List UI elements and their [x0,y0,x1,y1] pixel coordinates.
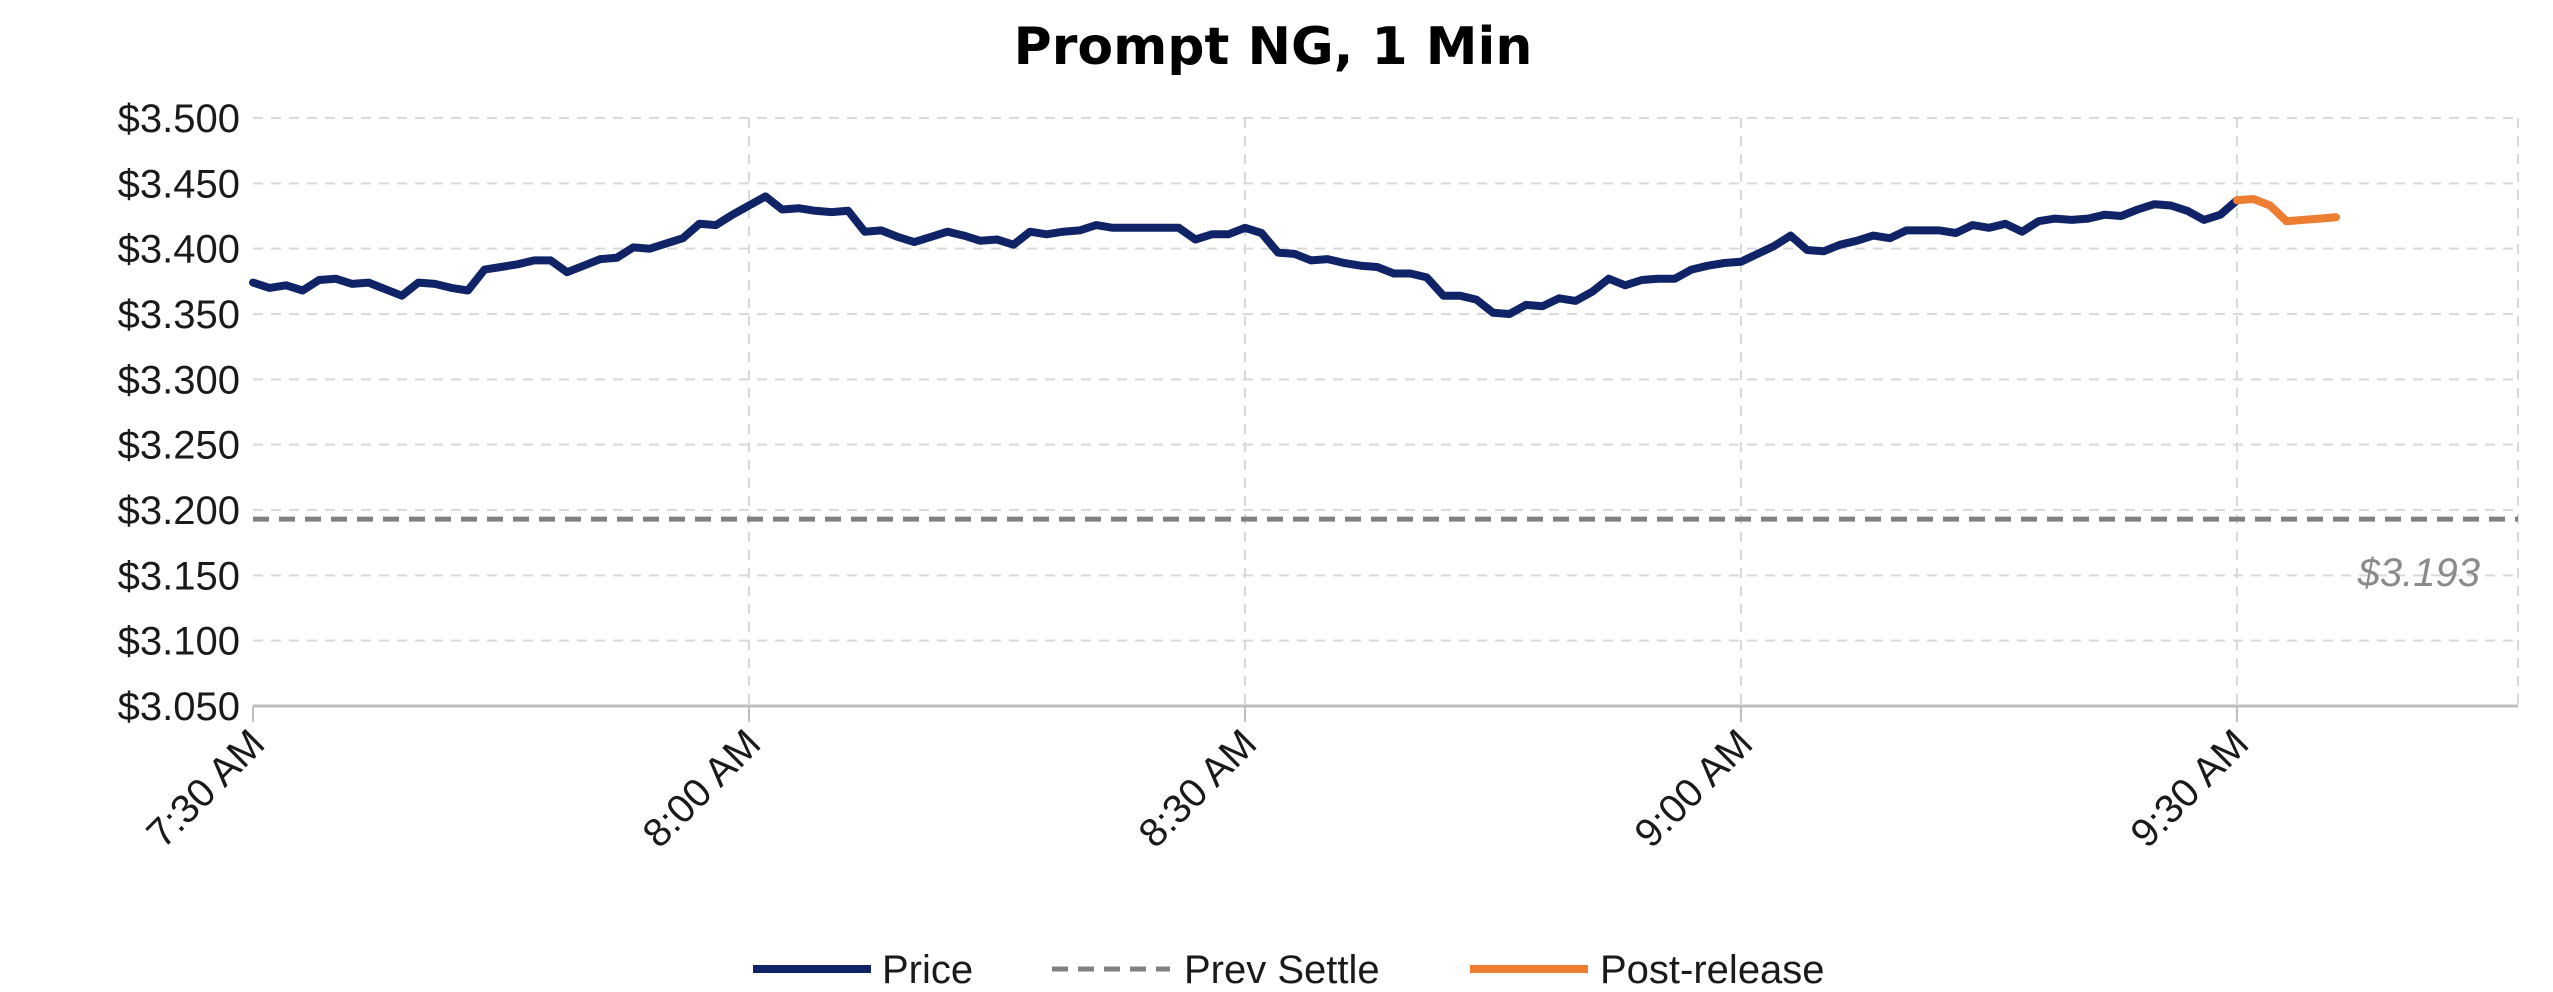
grid [252,117,2519,722]
legend-label-prev-settle: Prev Settle [1184,948,1380,992]
series-layer [249,192,2518,522]
y-tick-label: $3.400 [118,228,240,272]
y-axis-ticks: $3.050 $3.100 $3.150 $3.200 $3.250 $3.300 $3.3… [118,97,240,729]
y-tick-label: $3.500 [118,97,240,141]
y-tick-label: $3.250 [118,424,240,468]
x-tick-label: 9:30 AM [2122,721,2257,856]
y-tick-label: $3.350 [118,293,240,337]
y-tick-label: $3.200 [118,489,240,533]
x-tick-label: 8:00 AM [634,721,769,856]
prev-settle-annotation: $3.193 [2357,551,2480,595]
y-tick-label: $3.100 [118,620,240,664]
series-line-post-release [2232,195,2341,226]
series-line-price [249,192,2241,318]
x-tick-label: 8:30 AM [1130,721,1265,856]
x-tick-label: 7:30 AM [138,721,273,856]
legend: Price Prev Settle Post-release [753,948,1825,992]
y-tick-label: $3.300 [118,358,240,402]
y-tick-label: $3.150 [118,554,240,598]
chart-title: Prompt NG, 1 Min [1014,17,1533,77]
y-tick-label: $3.450 [118,162,240,206]
y-tick-label: $3.050 [118,685,240,729]
legend-label-post-release: Post-release [1600,948,1825,992]
x-axis-ticks: 7:30 AM 8:00 AM 8:30 AM 9:00 AM 9:30 AM [138,721,2257,856]
legend-label-price: Price [882,948,973,992]
x-tick-label: 9:00 AM [1626,721,1761,856]
